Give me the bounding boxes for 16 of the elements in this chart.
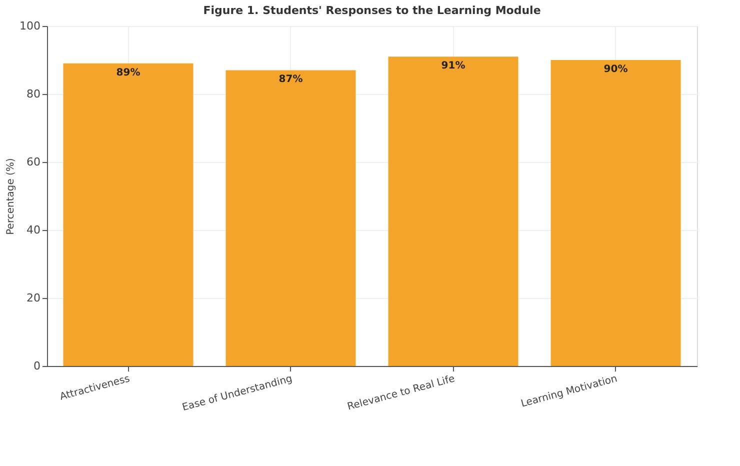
bar	[388, 56, 518, 366]
bar	[226, 70, 356, 366]
y-tick-label: 0	[34, 360, 40, 372]
bar	[550, 60, 681, 366]
y-axis-title: Percentage (%)	[6, 158, 17, 235]
data-label: 90%	[604, 64, 628, 75]
data-label: 89%	[116, 67, 140, 78]
data-label: 91%	[441, 60, 466, 72]
y-tick-label: 20	[26, 292, 40, 304]
y-tick-label: 40	[26, 224, 40, 236]
bar	[63, 63, 194, 366]
y-tick-label: 80	[26, 88, 40, 100]
data-label: 87%	[278, 74, 303, 86]
chart-title: Figure 1. Students' Responses to the Learning Module	[203, 4, 541, 17]
y-tick-label: 60	[26, 156, 40, 168]
y-tick-label: 100	[20, 20, 40, 32]
